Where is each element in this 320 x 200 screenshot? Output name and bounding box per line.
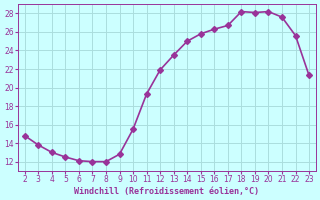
X-axis label: Windchill (Refroidissement éolien,°C): Windchill (Refroidissement éolien,°C) (74, 187, 260, 196)
